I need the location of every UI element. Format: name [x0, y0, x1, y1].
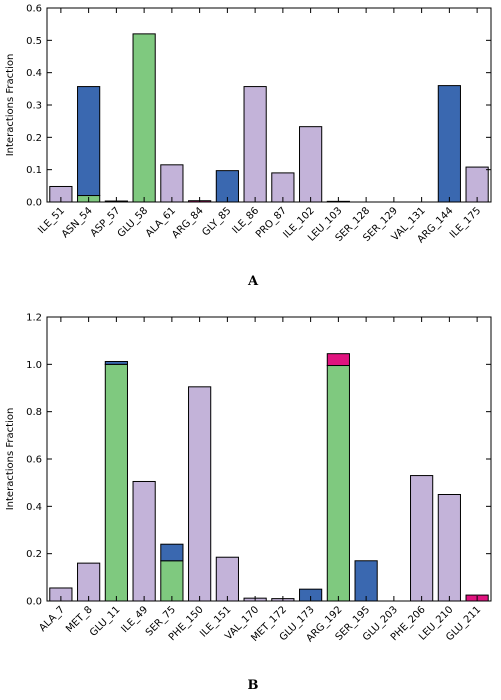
y-tick-label: 0.0 — [26, 597, 42, 608]
bar-phe_150-s1 — [188, 386, 212, 602]
bar-ser_75-s2 — [160, 543, 184, 562]
bar-glu_58-s0 — [132, 33, 156, 203]
bar-met_8-s1 — [77, 562, 101, 602]
y-tick-label: 1.2 — [26, 313, 42, 324]
chart-panel-b: 0.00.20.40.60.81.01.2ALA_7MET_8GLU_11ILE… — [5, 313, 492, 693]
panel-label: A — [247, 274, 259, 289]
y-axis-label: Interactions Fraction — [5, 408, 16, 511]
y-tick-label: 0.2 — [26, 549, 42, 560]
bar-asn_54-s2 — [77, 86, 101, 197]
bar-phe_206-s1 — [410, 475, 434, 602]
panel-label: B — [248, 678, 259, 693]
y-tick-label: 0.6 — [26, 4, 42, 15]
bar-arg_192-s3 — [326, 353, 350, 367]
x-tick-label: ASN_54 — [60, 205, 95, 240]
y-tick-label: 0.4 — [26, 502, 42, 513]
y-tick-label: 0.8 — [26, 407, 42, 418]
x-tick-label: GLY_85 — [200, 205, 233, 238]
x-tick-label: GLU_58 — [116, 205, 151, 240]
y-tick-label: 0.1 — [26, 165, 42, 176]
chart-panel-a: 0.00.10.20.30.40.50.6ILE_51ASN_54ASP_57G… — [5, 4, 492, 289]
bar-arg_144-s2 — [437, 85, 461, 203]
plot-frame — [46, 7, 492, 203]
y-tick-label: 0.0 — [26, 198, 42, 209]
x-tick-label: GLU_11 — [88, 604, 123, 639]
y-tick-label: 1.0 — [26, 360, 42, 371]
y-tick-label: 0.5 — [26, 36, 42, 47]
y-axis-label: Interactions Fraction — [5, 54, 16, 157]
bar-ala_61-s1 — [160, 164, 184, 203]
bar-glu_11-s2 — [104, 360, 128, 365]
bar-ile_175-s1 — [465, 166, 489, 203]
bar-ser_75-s0 — [160, 560, 184, 602]
bar-ser_195-s2 — [354, 560, 378, 602]
bar-ile_151-s1 — [215, 556, 239, 602]
bar-ile_86-s1 — [243, 86, 267, 203]
bar-arg_192-s0 — [326, 365, 350, 602]
y-tick-label: 0.6 — [26, 455, 42, 466]
x-tick-label: ALA_7 — [37, 604, 67, 634]
y-tick-label: 0.2 — [26, 133, 42, 144]
bar-ile_49-s1 — [132, 480, 156, 602]
y-tick-label: 0.4 — [26, 68, 42, 79]
y-tick-label: 0.3 — [26, 101, 42, 112]
bar-leu_210-s1 — [437, 494, 461, 602]
bar-ile_102-s1 — [299, 126, 323, 203]
bar-glu_11-s0 — [104, 363, 128, 602]
x-tick-label: ILE_175 — [448, 205, 483, 240]
